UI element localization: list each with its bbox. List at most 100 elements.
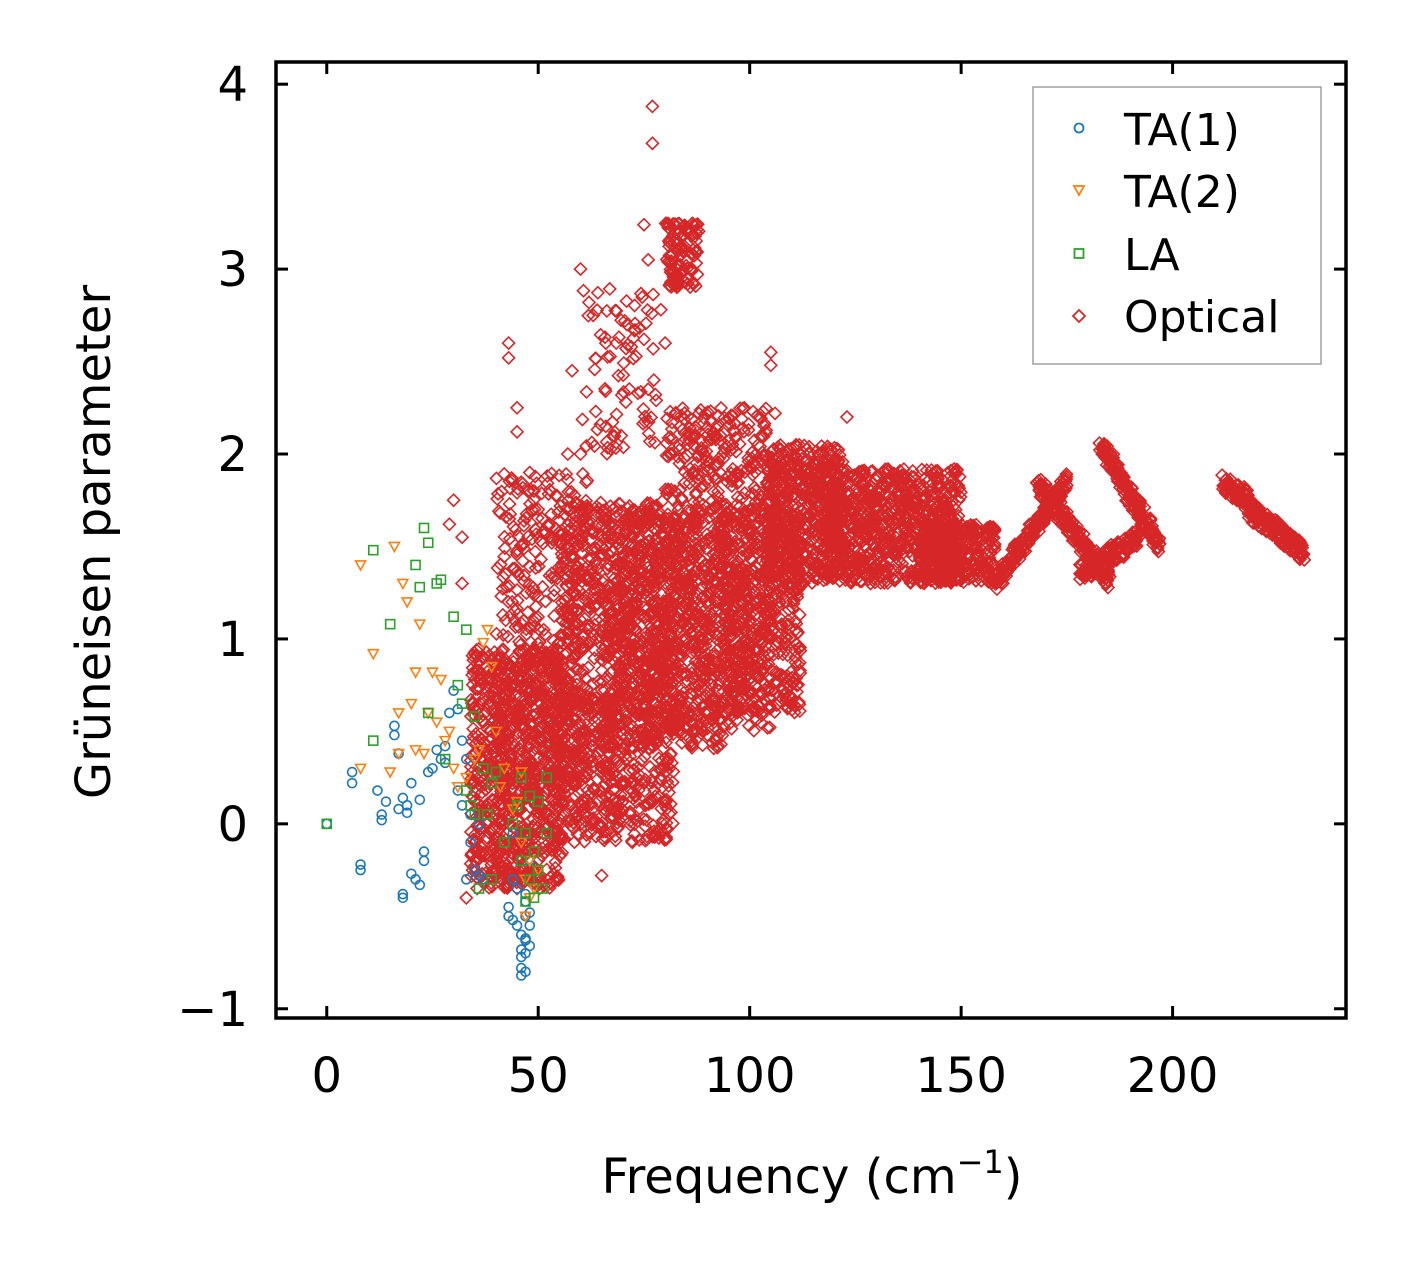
optical-point xyxy=(724,478,739,494)
optical-point xyxy=(620,668,635,683)
optical-point xyxy=(542,645,558,660)
optical-point xyxy=(764,683,779,698)
optical-point xyxy=(492,505,508,521)
optical-point xyxy=(761,657,776,672)
optical-point xyxy=(544,842,560,857)
optical-point xyxy=(631,767,646,782)
optical-point xyxy=(686,636,702,651)
optical-point xyxy=(775,647,790,662)
optical-point xyxy=(558,529,573,544)
optical-point xyxy=(572,512,587,527)
optical-point xyxy=(689,485,704,500)
optical-point xyxy=(755,404,771,420)
optical-point xyxy=(684,645,699,661)
optical-point xyxy=(633,654,649,669)
optical-point xyxy=(641,589,656,604)
optical-point xyxy=(754,688,769,703)
optical-point xyxy=(469,833,484,849)
optical-point xyxy=(494,644,510,659)
optical-point xyxy=(672,519,688,534)
optical-point xyxy=(616,556,631,572)
optical-point xyxy=(477,735,492,751)
optical-point xyxy=(492,662,507,677)
optical-point xyxy=(643,504,658,520)
optical-point xyxy=(735,602,750,618)
optical-point xyxy=(751,669,766,685)
optical-point xyxy=(564,559,580,574)
optical-point xyxy=(635,739,651,754)
optical-point xyxy=(727,541,742,556)
optical-point xyxy=(708,691,724,707)
optical-point xyxy=(637,783,652,799)
optical-point xyxy=(513,643,528,659)
optical-point xyxy=(774,617,789,632)
optical-point xyxy=(618,643,633,658)
optical-point xyxy=(771,646,786,661)
optical-point xyxy=(682,706,697,721)
optical-point xyxy=(675,581,690,596)
optical-point xyxy=(465,660,480,676)
optical-point xyxy=(711,451,727,466)
optical-point xyxy=(674,735,689,750)
optical-point xyxy=(495,607,511,623)
optical-point xyxy=(792,563,807,578)
optical-point xyxy=(636,630,651,646)
optical-point xyxy=(804,459,820,474)
optical-point xyxy=(541,818,556,833)
optical-point xyxy=(474,731,489,746)
optical-point xyxy=(624,773,640,789)
optical-point xyxy=(608,833,623,848)
optical-point xyxy=(662,761,677,776)
optical-point xyxy=(605,544,620,560)
optical-point xyxy=(597,513,612,528)
optical-point xyxy=(637,749,652,764)
optical-point xyxy=(476,691,491,706)
optical-point xyxy=(708,457,723,473)
optical-point xyxy=(721,674,736,689)
optical-point xyxy=(577,611,592,626)
optical-point xyxy=(756,660,771,675)
optical-point xyxy=(521,844,536,860)
optical-point xyxy=(670,609,685,625)
optical-point xyxy=(495,642,510,657)
optical-point xyxy=(659,822,675,837)
optical-point xyxy=(684,733,699,748)
optical-point xyxy=(595,587,610,602)
optical-point xyxy=(608,500,623,515)
optical-point xyxy=(606,589,622,604)
optical-point xyxy=(486,759,501,774)
optical-point xyxy=(675,422,691,437)
optical-point xyxy=(700,463,715,479)
optical-point xyxy=(660,591,676,607)
optical-point xyxy=(690,467,705,482)
optical-point xyxy=(574,574,590,589)
optical-point xyxy=(537,818,552,834)
optical-point xyxy=(674,689,689,704)
optical-point xyxy=(625,740,641,755)
optical-point xyxy=(602,628,617,643)
optical-point xyxy=(544,466,559,481)
optical-point xyxy=(668,405,683,420)
optical-point xyxy=(465,734,480,749)
optical-point xyxy=(527,588,542,603)
optical-point xyxy=(623,528,639,544)
optical-point xyxy=(541,530,557,545)
optical-point xyxy=(597,628,612,643)
optical-point xyxy=(515,537,530,553)
optical-point xyxy=(798,479,814,495)
optical-point xyxy=(639,812,654,828)
optical-point xyxy=(481,663,496,679)
optical-point xyxy=(561,671,576,687)
optical-point xyxy=(555,703,571,718)
optical-point xyxy=(566,651,582,666)
optical-point xyxy=(677,593,692,608)
optical-point xyxy=(800,462,815,478)
optical-point xyxy=(494,484,509,499)
optical-point xyxy=(588,568,604,583)
optical-point xyxy=(490,830,505,846)
optical-point xyxy=(659,801,675,816)
optical-point xyxy=(631,539,646,555)
optical-point xyxy=(777,630,792,645)
optical-point xyxy=(704,648,720,663)
optical-point xyxy=(575,466,591,482)
